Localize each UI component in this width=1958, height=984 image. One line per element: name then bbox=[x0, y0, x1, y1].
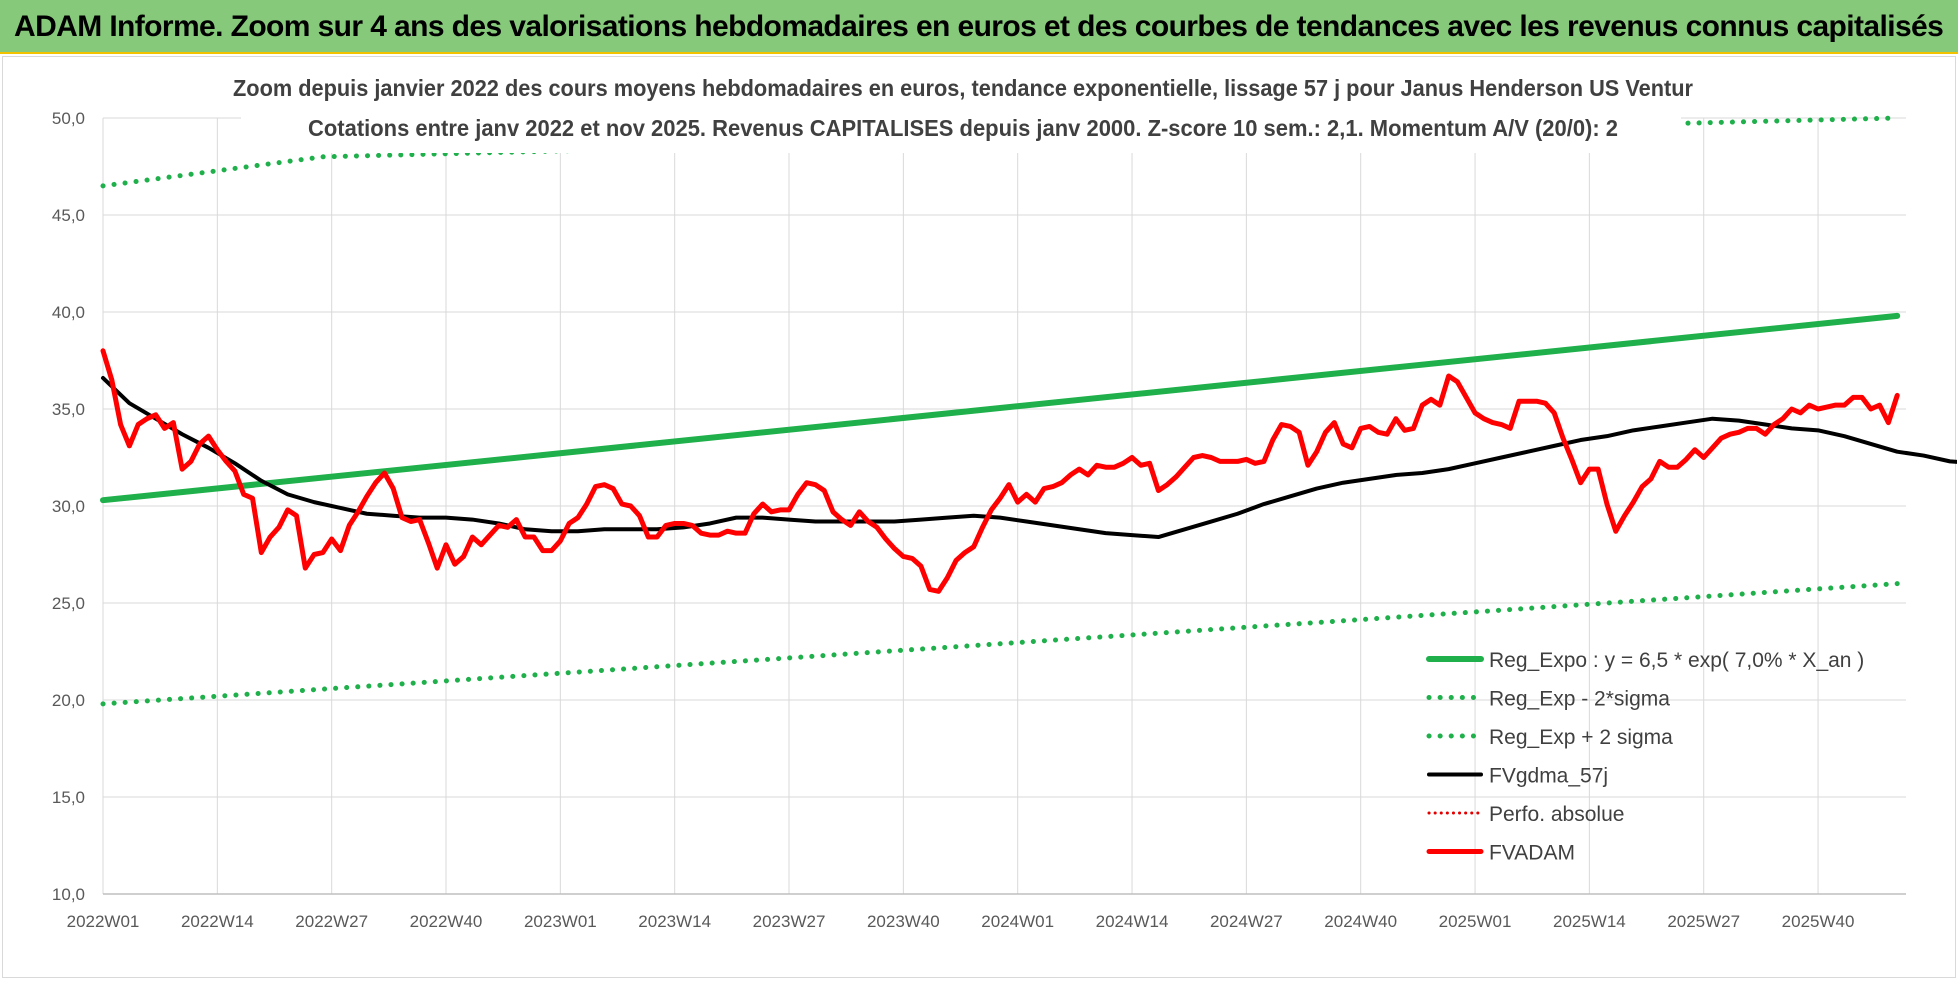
legend-label: FVADAM bbox=[1489, 842, 1575, 865]
chart-title-background bbox=[241, 57, 1681, 153]
legend-label: Reg_Expo : y = 6,5 * exp( 7,0% * X_an ) bbox=[1489, 649, 1864, 672]
y-tick-label: 20,0 bbox=[52, 691, 85, 710]
legend: Reg_Expo : y = 6,5 * exp( 7,0% * X_an ) R… bbox=[1426, 649, 1864, 865]
y-tick-label: 25,0 bbox=[52, 594, 85, 613]
x-tick-label: 2024W27 bbox=[1210, 912, 1283, 931]
series-line-4 bbox=[101, 375, 1957, 540]
legend-label: Perfo. absolue bbox=[1489, 803, 1624, 826]
y-tick-label: 30,0 bbox=[52, 497, 85, 516]
series-line-2 bbox=[100, 581, 1900, 707]
x-tick-label: 2023W40 bbox=[867, 912, 940, 931]
x-tick-label: 2025W01 bbox=[1439, 912, 1512, 931]
x-tick-label: 2024W40 bbox=[1324, 912, 1397, 931]
y-tick-label: 10,0 bbox=[52, 885, 85, 904]
series-lines bbox=[100, 115, 1957, 707]
x-tick-label: 2022W40 bbox=[410, 912, 483, 931]
legend-label: Reg_Exp - 2*sigma bbox=[1489, 688, 1670, 711]
x-tick-label: 2025W40 bbox=[1782, 912, 1855, 931]
x-tick-label: 2023W27 bbox=[753, 912, 826, 931]
legend-label: FVgdma_57j bbox=[1489, 765, 1608, 788]
chart-subtitle: Cotations entre janv 2022 et nov 2025. R… bbox=[308, 115, 1618, 141]
x-tick-label: 2025W27 bbox=[1667, 912, 1740, 931]
legend-label: Reg_Exp + 2 sigma bbox=[1489, 726, 1673, 749]
y-tick-label: 40,0 bbox=[52, 303, 85, 322]
chart-frame: 10,0 15,0 20,0 25,0 30,0 35,0 40,0 45,0 50,0 202… bbox=[2, 56, 1957, 978]
chart-title: Zoom depuis janvier 2022 des cours moyen… bbox=[233, 75, 1693, 101]
y-tick-label: 15,0 bbox=[52, 788, 85, 807]
y-tick-label: 35,0 bbox=[52, 400, 85, 419]
y-tick-label: 50,0 bbox=[52, 109, 85, 128]
x-tick-label: 2023W14 bbox=[638, 912, 711, 931]
gridlines bbox=[102, 117, 1906, 895]
x-tick-label: 2025W14 bbox=[1553, 912, 1626, 931]
x-tick-label: 2022W01 bbox=[67, 912, 140, 931]
series-line-6 bbox=[100, 348, 1900, 594]
x-tick-label: 2022W27 bbox=[295, 912, 368, 931]
chart-area: 10,0 15,0 20,0 25,0 30,0 35,0 40,0 45,0 50,0 202… bbox=[52, 57, 1957, 931]
y-axis-ticks: 10,0 15,0 20,0 25,0 30,0 35,0 40,0 45,0 50,0 bbox=[52, 109, 85, 904]
series-line-1 bbox=[100, 312, 1901, 504]
series-line-3 bbox=[100, 115, 1900, 189]
x-tick-label: 2024W14 bbox=[1096, 912, 1169, 931]
report-banner: ADAM Informe. Zoom sur 4 ans des valoris… bbox=[0, 0, 1958, 54]
x-axis-ticks: 2022W01 2022W14 2022W27 2022W40 2023W01 2023W… bbox=[67, 912, 1855, 931]
report-title: ADAM Informe. Zoom sur 4 ans des valoris… bbox=[14, 10, 1944, 43]
y-tick-label: 45,0 bbox=[52, 206, 85, 225]
x-tick-label: 2024W01 bbox=[981, 912, 1054, 931]
x-tick-label: 2022W14 bbox=[181, 912, 254, 931]
x-tick-label: 2023W01 bbox=[524, 912, 597, 931]
